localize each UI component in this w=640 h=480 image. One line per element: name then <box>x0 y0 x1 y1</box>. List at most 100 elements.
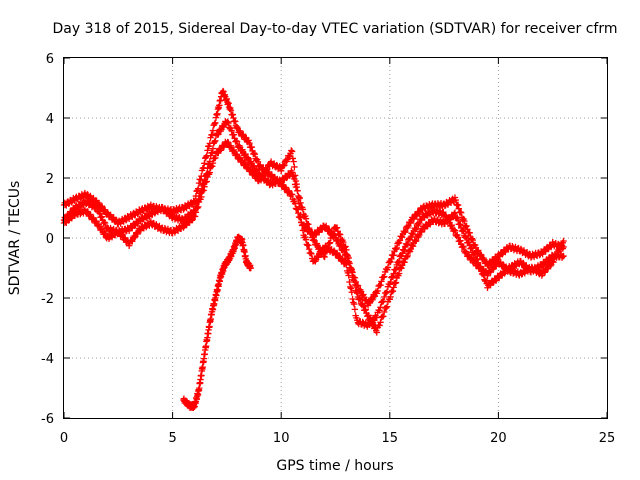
data-point <box>347 264 355 272</box>
data-point <box>373 329 380 336</box>
data-point <box>550 259 557 266</box>
data-point <box>404 252 411 260</box>
data-point <box>392 266 400 273</box>
data-point <box>387 293 394 301</box>
data-point <box>212 137 219 144</box>
data-point <box>233 138 241 145</box>
data-point <box>321 253 328 261</box>
data-point <box>459 243 466 250</box>
data-point <box>401 247 408 254</box>
data-point <box>101 230 109 237</box>
data-point <box>464 226 471 233</box>
data-point <box>98 203 106 210</box>
data-point <box>398 264 405 272</box>
data-point <box>129 238 136 245</box>
data-point <box>297 211 304 219</box>
x-tick-label: 25 <box>599 431 616 446</box>
data-point <box>475 247 482 254</box>
data-point <box>377 319 384 326</box>
data-point <box>295 195 302 203</box>
data-point <box>305 221 312 228</box>
data-point <box>101 219 109 227</box>
data-point <box>281 162 288 169</box>
data-point <box>291 163 298 171</box>
data-point <box>450 226 458 233</box>
data-point <box>224 118 231 125</box>
data-point <box>295 200 303 207</box>
data-point <box>305 224 313 232</box>
data-point <box>197 176 204 183</box>
data-point <box>356 295 363 302</box>
data-point <box>230 131 238 138</box>
data-point <box>463 222 470 230</box>
data-point <box>351 281 359 289</box>
data-point <box>326 239 334 246</box>
data-point <box>407 219 414 227</box>
data-point <box>342 243 349 250</box>
x-axis-label: GPS time / hours <box>276 458 393 474</box>
data-point <box>377 281 384 289</box>
data-point <box>307 228 314 236</box>
data-point <box>247 264 254 272</box>
x-tick-label: 5 <box>168 431 176 446</box>
data-point <box>288 148 296 155</box>
data-point <box>377 304 384 311</box>
data-point <box>454 201 462 209</box>
data-point <box>347 283 354 291</box>
data-point <box>209 145 217 152</box>
data-point <box>192 209 200 216</box>
data-point <box>248 143 255 151</box>
data-point <box>250 149 258 157</box>
data-point <box>354 282 362 289</box>
data-point <box>556 246 563 253</box>
y-tick-label: 0 <box>46 232 54 247</box>
data-point <box>337 242 345 249</box>
data-point <box>403 241 411 249</box>
data-point <box>84 208 91 215</box>
data-point <box>360 291 367 298</box>
data-point <box>209 127 217 134</box>
data-point <box>308 229 315 237</box>
data-point <box>376 307 383 314</box>
data-point <box>451 209 459 216</box>
data-point <box>212 119 219 126</box>
data-point <box>387 278 394 286</box>
data-point <box>462 248 470 255</box>
data-point <box>225 119 232 127</box>
data-point <box>392 280 399 287</box>
data-point <box>380 313 387 320</box>
data-point <box>362 306 369 313</box>
data-point <box>457 208 464 216</box>
data-point <box>212 154 219 162</box>
axis-ticks: 0 5 10 15 20 25 -6 -4 -2 0 2 4 6 <box>41 52 615 446</box>
data-point <box>350 277 358 284</box>
data-point <box>211 120 218 128</box>
data-point <box>302 215 310 222</box>
data-point <box>560 237 567 245</box>
data-point <box>305 245 313 253</box>
y-tick-label: -6 <box>41 412 54 427</box>
data-point <box>278 167 285 174</box>
y-axis-label: SDTVAR / TECUs <box>7 181 23 296</box>
data-point <box>460 243 467 251</box>
series-2 <box>60 118 567 336</box>
data-point <box>296 203 304 211</box>
data-point <box>459 227 466 234</box>
data-point <box>454 234 462 241</box>
data-point <box>390 270 397 277</box>
data-point <box>336 231 344 238</box>
data-point <box>393 244 400 252</box>
series-3 <box>60 138 567 330</box>
data-point <box>273 161 280 169</box>
chart-title: Day 318 of 2015, Sidereal Day-to-day VTE… <box>53 21 618 37</box>
data-point <box>291 172 299 179</box>
data-point <box>204 147 211 154</box>
data-point <box>333 224 341 231</box>
data-point <box>112 216 120 223</box>
data-point <box>471 251 479 259</box>
data-point <box>318 249 325 257</box>
data-point <box>381 273 388 280</box>
data-point <box>200 187 207 194</box>
data-point <box>351 306 359 313</box>
data-point <box>360 303 367 310</box>
